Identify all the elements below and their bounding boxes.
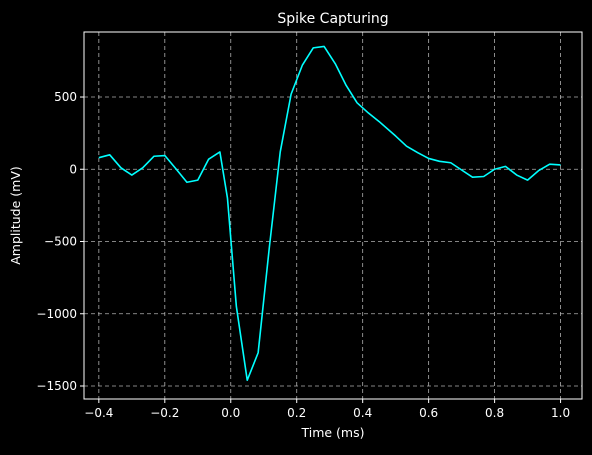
data-point xyxy=(549,164,550,165)
data-point xyxy=(450,162,451,163)
data-point xyxy=(219,151,220,152)
tick-layer: −0.4 −0.2 0.0 0.2 0.4 0.6 0.8 1.0 500 0 −500 −1000 −… xyxy=(36,90,570,420)
data-point xyxy=(227,198,228,199)
data-point xyxy=(494,169,495,170)
data-point xyxy=(439,161,440,162)
data-point xyxy=(208,159,209,160)
y-tick-label: −500 xyxy=(44,235,77,249)
data-point xyxy=(175,168,176,169)
data-point xyxy=(247,380,248,381)
data-point xyxy=(335,63,336,64)
data-point xyxy=(280,151,281,152)
y-tick-label: 0 xyxy=(69,162,77,176)
y-tick-label: 500 xyxy=(54,90,77,104)
data-point xyxy=(313,47,314,48)
data-point xyxy=(109,154,110,155)
data-point xyxy=(197,180,198,181)
y-axis-label: Amplitude (mV) xyxy=(8,166,23,265)
x-tick-label: 1.0 xyxy=(551,406,570,420)
chart-title: Spike Capturing xyxy=(277,11,388,27)
data-point xyxy=(236,306,237,307)
data-point xyxy=(428,158,429,159)
data-point xyxy=(323,46,324,47)
data-point xyxy=(483,176,484,177)
data-point xyxy=(120,167,121,168)
data-point xyxy=(461,169,462,170)
data-point xyxy=(164,155,165,156)
data-point xyxy=(406,146,407,147)
data-point xyxy=(291,94,292,95)
data-point xyxy=(258,352,259,353)
data-point xyxy=(346,85,347,86)
data-point xyxy=(302,65,303,66)
x-tick-label: 0.0 xyxy=(221,406,240,420)
series-line xyxy=(98,45,561,382)
data-point xyxy=(131,174,132,175)
y-tick-label: −1000 xyxy=(36,307,77,321)
series-layer xyxy=(98,45,561,382)
data-point xyxy=(560,164,561,165)
data-point xyxy=(395,135,396,136)
data-point xyxy=(527,180,528,181)
data-point xyxy=(186,182,187,183)
grid-layer xyxy=(84,32,582,399)
x-tick-label: −0.2 xyxy=(150,406,179,420)
data-point xyxy=(153,156,154,157)
data-point xyxy=(538,170,539,171)
data-point xyxy=(269,247,270,248)
x-axis-label: Time (ms) xyxy=(300,425,364,440)
data-point xyxy=(356,102,357,103)
x-tick-label: 0.6 xyxy=(419,406,438,420)
x-tick-label: −0.4 xyxy=(84,406,113,420)
y-tick-label: −1500 xyxy=(36,379,77,393)
data-point xyxy=(379,121,380,122)
x-tick-label: 0.8 xyxy=(485,406,504,420)
data-point xyxy=(142,167,143,168)
data-point xyxy=(472,177,473,178)
data-point xyxy=(417,152,418,153)
plot-frame xyxy=(83,31,583,400)
data-point xyxy=(98,157,99,158)
x-tick-label: 0.4 xyxy=(353,406,372,420)
data-point xyxy=(368,112,369,113)
x-tick-label: 0.2 xyxy=(287,406,306,420)
data-point xyxy=(505,166,506,167)
data-point xyxy=(516,174,517,175)
